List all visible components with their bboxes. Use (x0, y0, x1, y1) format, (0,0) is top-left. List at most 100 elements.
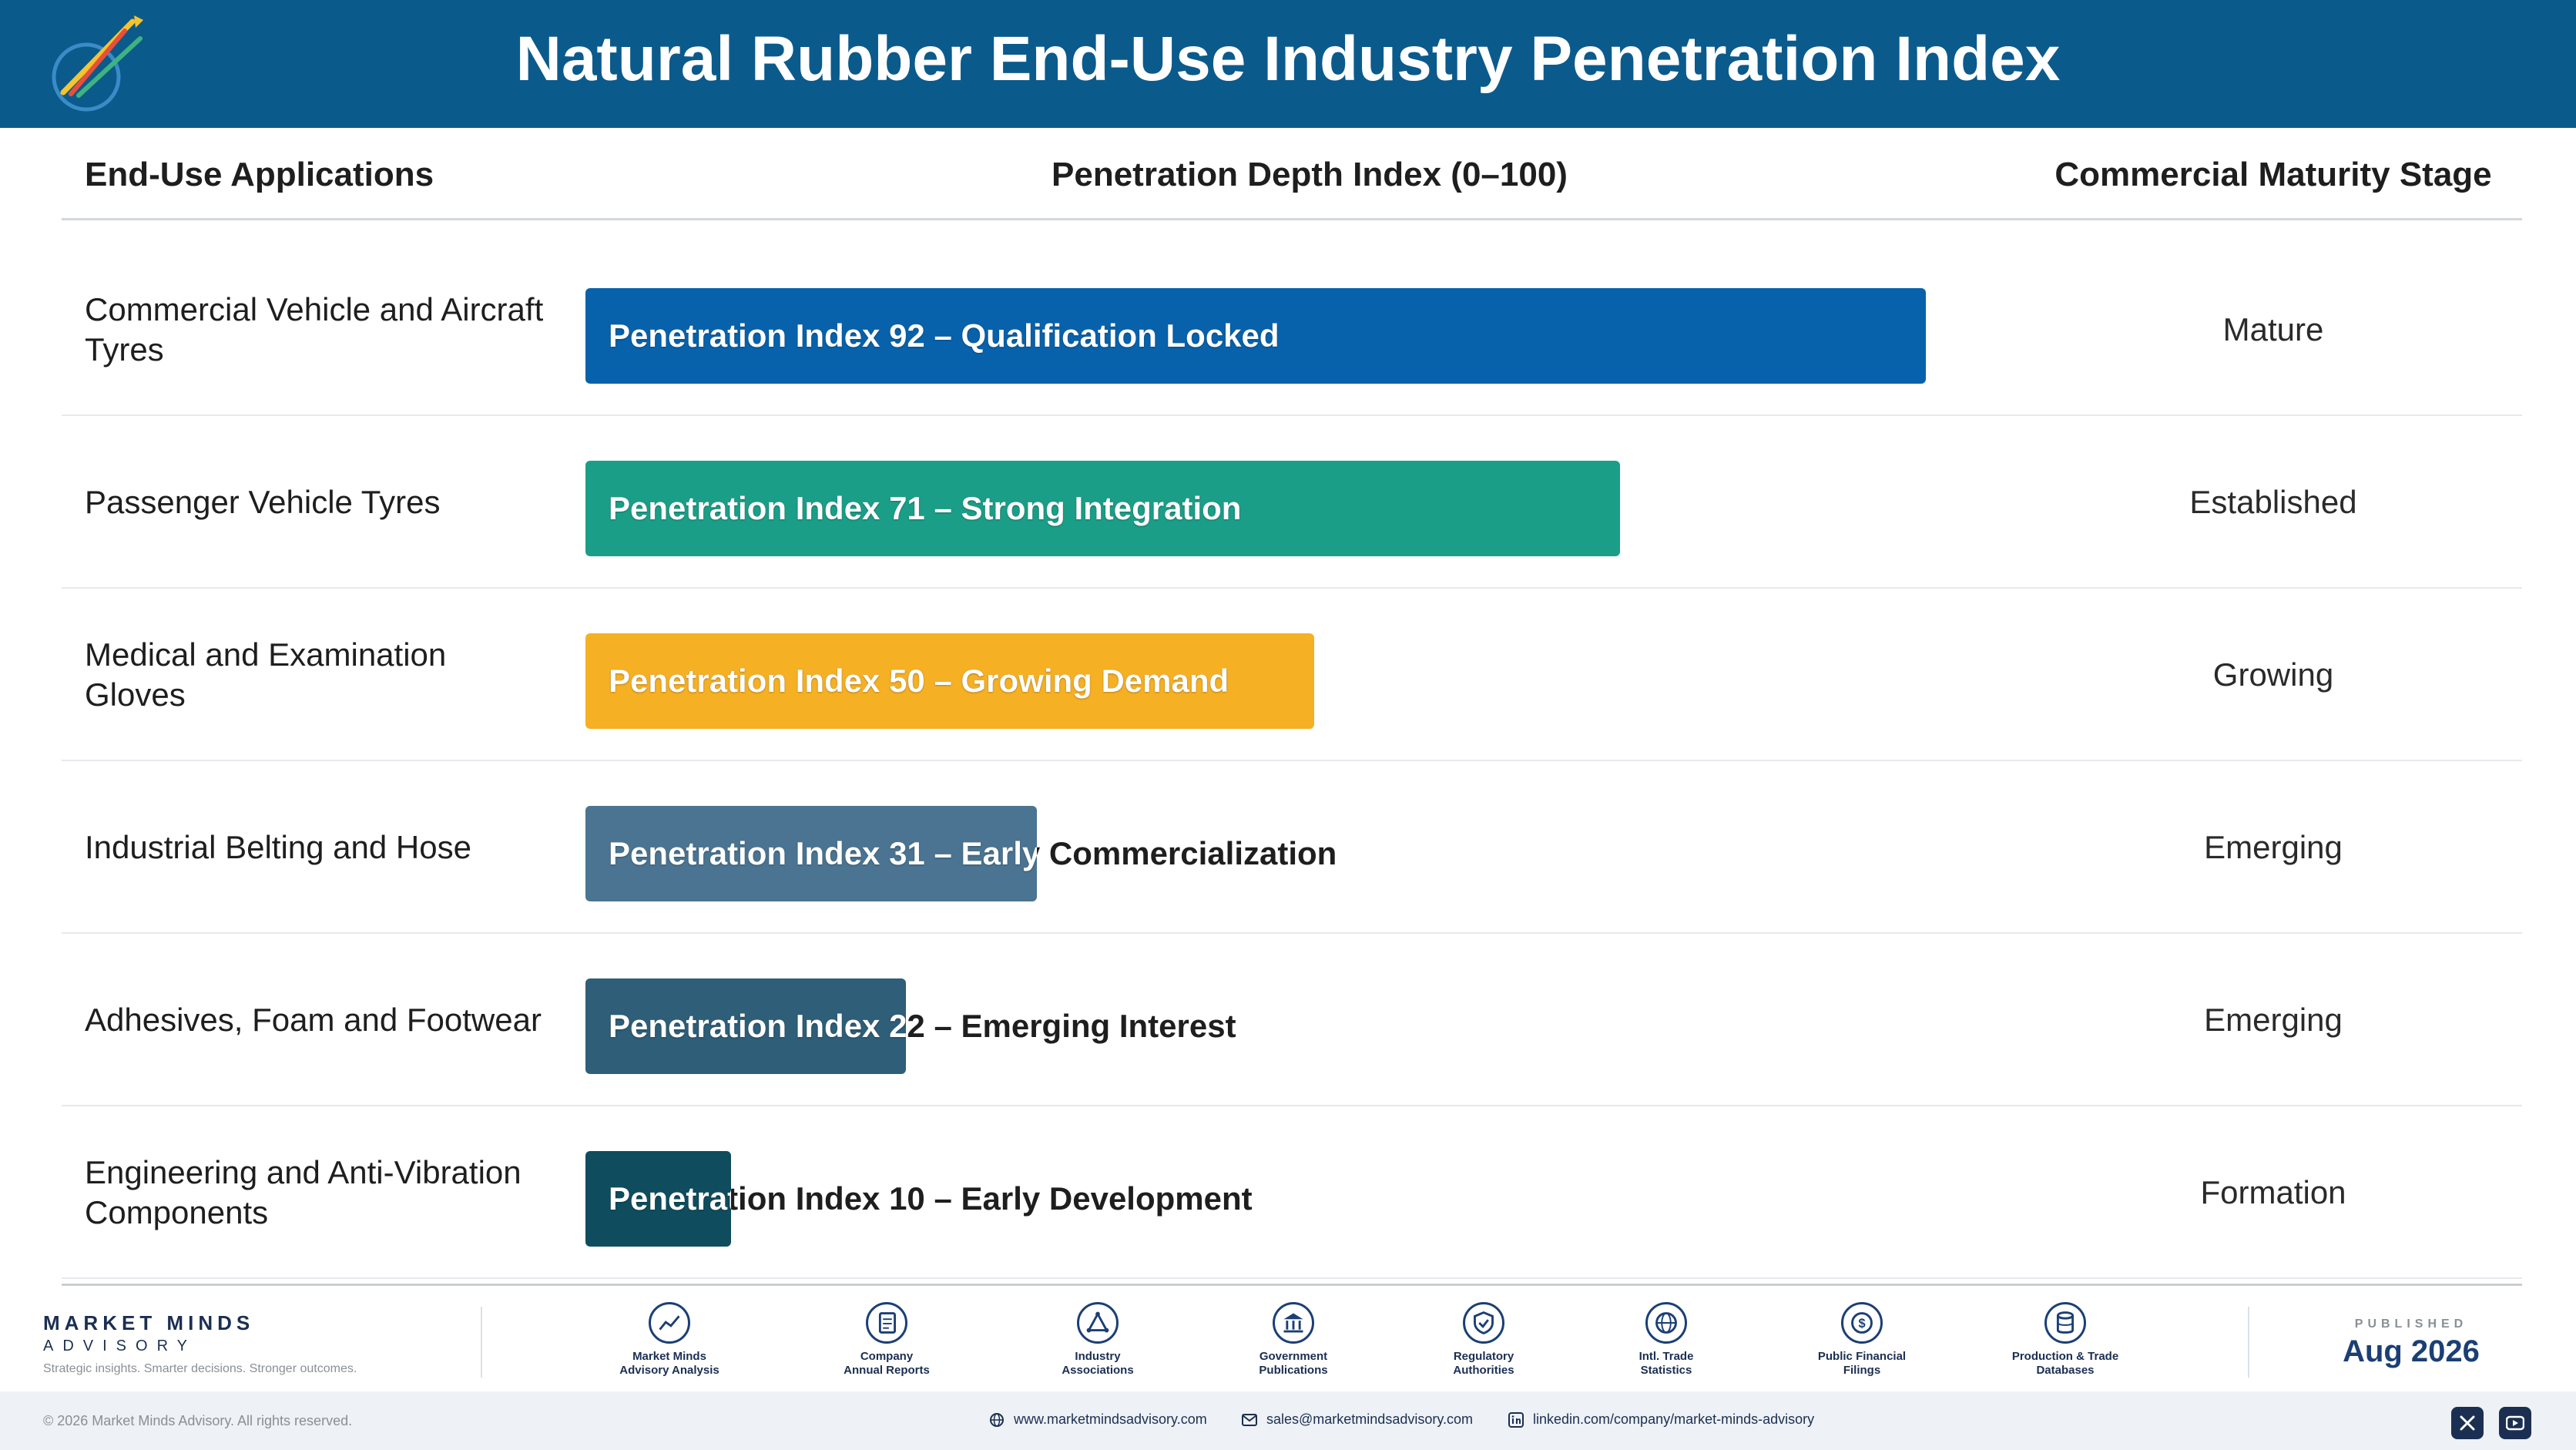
source-label-line1: Government (1259, 1350, 1328, 1363)
bar-track: Penetration Index 92 – Qualification Loc… (585, 288, 1926, 384)
linkedin-link[interactable]: linkedin.com/company/market-minds-adviso… (1508, 1411, 1814, 1428)
footer-divider (481, 1307, 482, 1378)
source-item: Production & Trade Databases (1977, 1302, 2154, 1378)
source-label-line2: Databases (2036, 1364, 2095, 1377)
chart-icon (649, 1302, 690, 1344)
source-item: Company Annual Reports (798, 1302, 975, 1378)
linkedin-icon (1508, 1411, 1524, 1428)
source-label-line1: Intl. Trade (1639, 1350, 1694, 1363)
source-item: Industry Associations (1009, 1302, 1186, 1378)
bar-data-label-inside: Penetration Index 71 – Strong Integratio… (609, 490, 1242, 526)
row-divider (62, 587, 2522, 589)
website-link[interactable]: www.marketmindsadvisory.com (989, 1411, 1207, 1428)
row-divider (62, 1105, 2522, 1106)
published-date: Aug 2026 (2343, 1334, 2480, 1368)
bar-data-label: Penetration Index 92 – Qualification Loc… (609, 317, 1280, 354)
coin-icon: $ (1841, 1302, 1883, 1344)
bar-data-label: Penetration Index 50 – Growing Demand (609, 663, 1229, 699)
chart-row: Adhesives, Foam and Footwear Penetration … (0, 934, 2576, 1106)
bar-label-clip: Penetration Index 50 – Growing Demand (585, 633, 1314, 729)
x-social-button[interactable] (2451, 1407, 2484, 1439)
brand-name: MARKET MINDS (43, 1311, 255, 1334)
category-label: Medical and Examination Gloves (85, 636, 447, 713)
email-text: sales@marketmindsadvisory.com (1266, 1411, 1474, 1427)
bar-data-label: Penetration Index 31 – Early Commerciali… (609, 835, 1337, 871)
source-label-line2: Advisory Analysis (619, 1364, 719, 1377)
category-label: Industrial Belting and Hose (85, 829, 471, 865)
bar-data-label-inside: Penetration Index 10 – Early Development (609, 1180, 731, 1217)
chart-row: Medical and Examination Gloves Penetratio… (0, 589, 2576, 761)
source-list: Market Minds Advisory Analysis Company Annu… (539, 1302, 2203, 1387)
source-label-line2: Publications (1259, 1364, 1328, 1377)
column-header-applications: End-Use Applications (85, 156, 434, 193)
bar-data-label: Penetration Index 10 – Early Development (609, 1180, 1253, 1217)
source-label-line1: Regulatory (1453, 1350, 1514, 1363)
website-text: www.marketmindsadvisory.com (1014, 1411, 1207, 1427)
header-banner: Natural Rubber End-Use Industry Penetrat… (0, 0, 2576, 128)
chart-row: Industrial Belting and Hose Penetration I… (0, 761, 2576, 934)
maturity-stage: Growing (2212, 656, 2334, 693)
column-header-stage: Commercial Maturity Stage (2054, 156, 2492, 193)
database-icon (2044, 1302, 2086, 1344)
email-link[interactable]: sales@marketmindsadvisory.com (1242, 1411, 1473, 1428)
bottom-bar: © 2026 Market Minds Advisory. All rights… (0, 1391, 2576, 1450)
column-header-index: Penetration Depth Index (0–100) (1052, 156, 1568, 193)
mail-icon (1242, 1413, 1257, 1426)
row-divider (62, 415, 2522, 416)
source-label-line1: Market Minds (632, 1350, 706, 1363)
brand-subtitle: ADVISORY (43, 1338, 196, 1354)
maturity-stage: Emerging (2204, 829, 2343, 865)
category-label: Commercial Vehicle and Aircraft Tyres (85, 291, 544, 368)
svg-text:$: $ (1858, 1317, 1865, 1331)
bar-data-label: Penetration Index 71 – Strong Integratio… (609, 490, 1242, 526)
youtube-social-button[interactable] (2499, 1407, 2531, 1439)
maturity-stage: Formation (2200, 1174, 2346, 1210)
bar-label-clip: Penetration Index 92 – Qualification Loc… (585, 288, 1926, 384)
source-label-line1: Company (860, 1350, 914, 1363)
maturity-stage: Emerging (2204, 1002, 2343, 1038)
source-item: Government Publications (1205, 1302, 1382, 1378)
row-divider (62, 932, 2522, 934)
source-item: Market Minds Advisory Analysis (581, 1302, 758, 1378)
bar (585, 461, 1620, 556)
page-title: Natural Rubber End-Use Industry Penetrat… (515, 24, 2061, 94)
bar-track: Penetration Index 22 – Emerging Interest… (585, 978, 1926, 1074)
brand-tagline: Strategic insights. Smarter decisions. S… (43, 1362, 357, 1375)
bar-data-label-inside: Penetration Index 22 – Emerging Interest (609, 1008, 906, 1044)
source-label-line2: Filings (1843, 1364, 1881, 1377)
footer: MARKET MINDS ADVISORY Strategic insights… (0, 1294, 2576, 1388)
network-icon (1077, 1302, 1119, 1344)
chart-bottom-divider (62, 1284, 2522, 1286)
chart-row: Engineering and Anti-Vibration Component… (0, 1106, 2576, 1279)
source-label-line1: Production & Trade (2011, 1350, 2119, 1363)
source-label: Government Publications (1205, 1350, 1382, 1378)
source-item: $ Public Financial Filings (1773, 1302, 1950, 1378)
row-divider (62, 1277, 2522, 1279)
published-label: PUBLISHED (2354, 1317, 2468, 1331)
globe-icon (1645, 1302, 1687, 1344)
bar-label-clip: Penetration Index 10 – Early Development (585, 1151, 731, 1247)
footer-divider (2248, 1307, 2249, 1378)
source-label-line2: Statistics (1640, 1364, 1692, 1377)
row-divider (62, 760, 2522, 761)
bar (585, 806, 1037, 901)
source-label: Public Financial Filings (1773, 1350, 1950, 1378)
maturity-stage: Mature (2222, 311, 2324, 347)
linkedin-text: linkedin.com/company/market-minds-adviso… (1533, 1411, 1815, 1427)
header-divider (62, 218, 2522, 220)
bar-data-label-inside: Penetration Index 92 – Qualification Loc… (609, 317, 1280, 354)
category-label: Adhesives, Foam and Footwear (85, 1002, 542, 1038)
x-icon (2460, 1415, 2475, 1431)
source-label: Production & Trade Databases (1977, 1350, 2154, 1378)
chart-row: Commercial Vehicle and Aircraft Tyres Pen… (0, 243, 2576, 416)
bar-track: Penetration Index 31 – Early Commerciali… (585, 806, 1926, 901)
source-label-line2: Annual Reports (844, 1364, 930, 1377)
source-label-line1: Public Financial (1817, 1350, 1907, 1363)
source-label: Company Annual Reports (798, 1350, 975, 1378)
bar-label-clip: Penetration Index 71 – Strong Integratio… (585, 461, 1620, 556)
globe-icon (990, 1412, 1004, 1427)
bar-track: Penetration Index 50 – Growing Demand Pen… (585, 633, 1926, 729)
bar-track: Penetration Index 71 – Strong Integratio… (585, 461, 1926, 556)
source-label: Industry Associations (1009, 1350, 1186, 1378)
source-label: Market Minds Advisory Analysis (581, 1350, 758, 1378)
